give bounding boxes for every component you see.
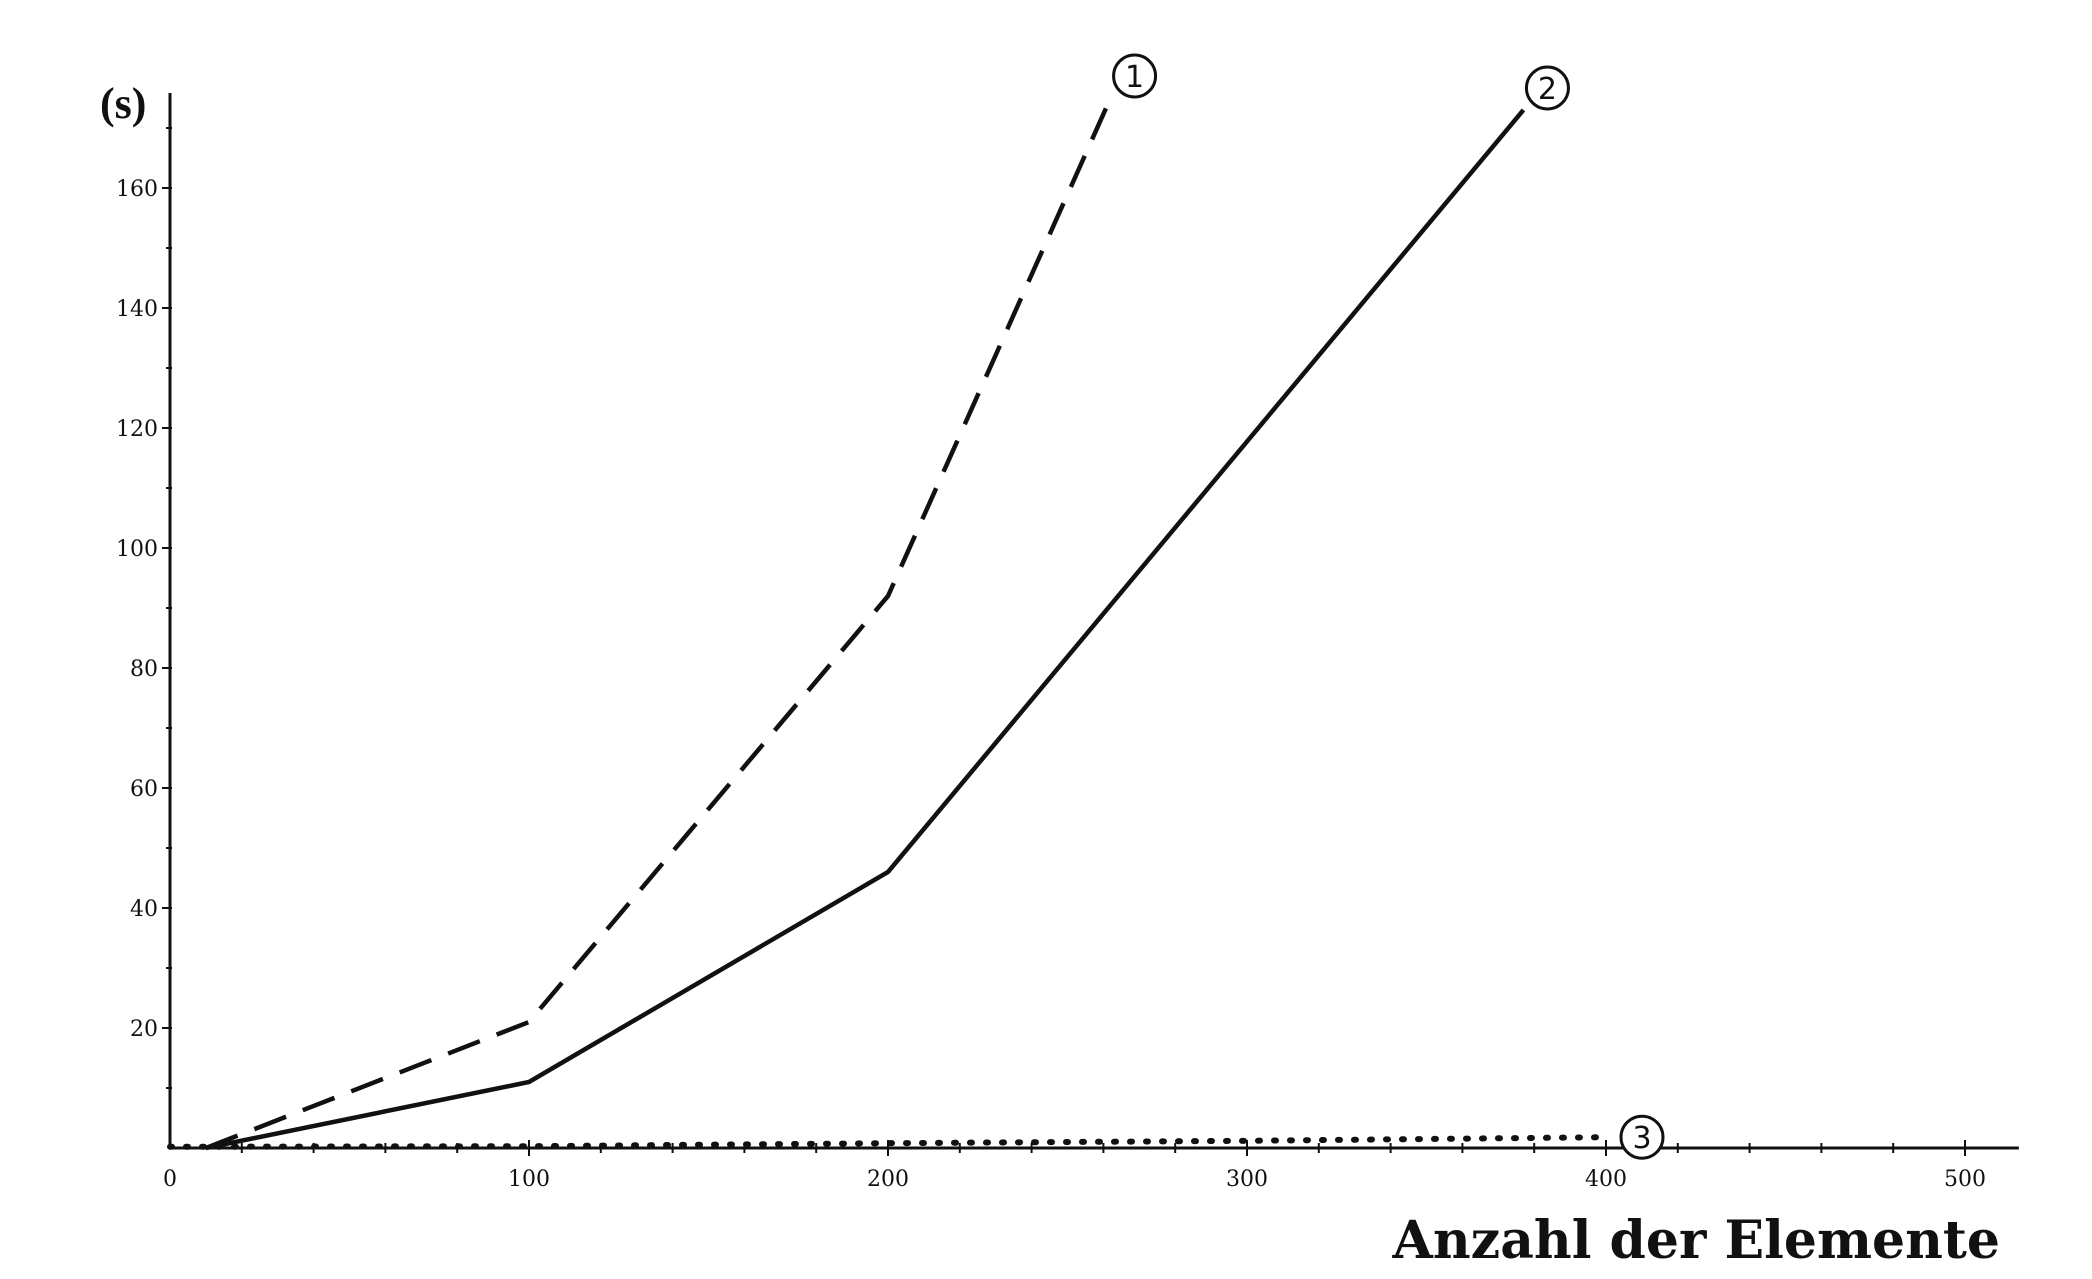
y-tick-label: 20 [130, 1017, 158, 1042]
x-tick-label: 500 [1944, 1167, 1986, 1192]
series-marker-label: 3 [1632, 1121, 1651, 1156]
x-tick-label: 300 [1226, 1167, 1268, 1192]
y-tick-label: 120 [116, 417, 158, 442]
series-marker-circle [1112, 53, 1158, 99]
x-tick-label: 100 [508, 1167, 550, 1192]
y-tick-label: 100 [116, 537, 158, 562]
y-axis-label: (s) [100, 79, 146, 128]
y-tick-label: 60 [130, 777, 158, 802]
series-1-line [205, 97, 1113, 1151]
series-3-marker: 3 [1619, 1114, 1665, 1160]
y-tick-label: 40 [130, 897, 158, 922]
y-tick-label: 160 [116, 177, 158, 202]
x-axis-label: Anzahl der Elemente [1392, 1210, 2000, 1271]
x-tick-label: 200 [867, 1167, 909, 1192]
series-marker-circle [1524, 65, 1570, 111]
y-tick-label: 140 [116, 297, 158, 322]
series-2-marker: 2 [1524, 65, 1570, 111]
axes [168, 93, 2019, 1150]
x-tick-label: 400 [1585, 1167, 1627, 1192]
series-1-marker: 1 [1112, 53, 1158, 99]
x-tick-label: 0 [163, 1167, 177, 1192]
series-marker-label: 2 [1538, 72, 1557, 107]
y-tick-label: 80 [130, 657, 158, 682]
series-3-line [167, 1134, 1609, 1150]
series-layer: 1 2 3 [167, 53, 1665, 1160]
x-axis-ticks: 0 100 200 300 400 500 [163, 1140, 1986, 1192]
y-axis-ticks: 20 40 60 80 100 120 140 160 [116, 127, 172, 1089]
series-marker-label: 1 [1125, 60, 1144, 95]
series-2-line [205, 108, 1526, 1151]
series-marker-circle [1619, 1114, 1665, 1160]
